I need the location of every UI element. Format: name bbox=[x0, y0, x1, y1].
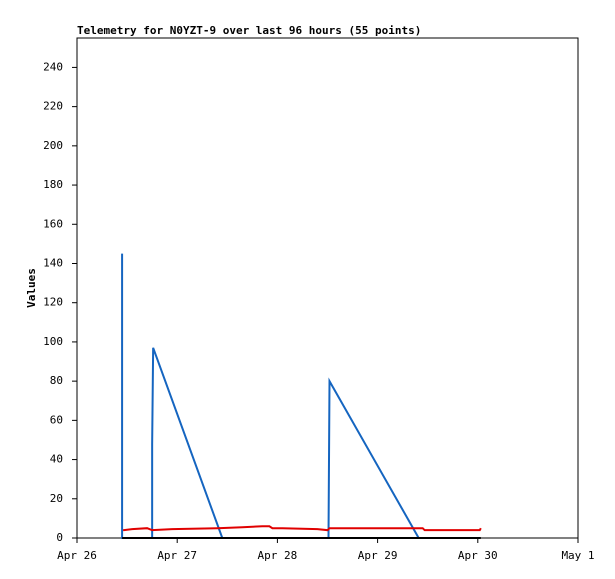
y-tick-label: 80 bbox=[50, 374, 63, 387]
x-tick-label: May 1 bbox=[561, 549, 594, 562]
y-axis-label: Values bbox=[25, 268, 38, 308]
x-tick-label: Apr 28 bbox=[258, 549, 298, 562]
y-tick-label: 160 bbox=[43, 217, 63, 230]
y-tick-label: 120 bbox=[43, 296, 63, 309]
y-tick-label: 20 bbox=[50, 492, 63, 505]
x-tick-label: Apr 26 bbox=[57, 549, 97, 562]
y-tick-label: 180 bbox=[43, 178, 63, 191]
y-tick-label: 40 bbox=[50, 453, 63, 466]
y-tick-label: 220 bbox=[43, 100, 63, 113]
x-tick-label: Apr 29 bbox=[358, 549, 398, 562]
x-tick-label: Apr 27 bbox=[157, 549, 197, 562]
y-tick-label: 0 bbox=[56, 531, 63, 544]
chart-title: Telemetry for N0YZT-9 over last 96 hours… bbox=[77, 24, 421, 37]
x-tick-label: Apr 30 bbox=[458, 549, 498, 562]
series-line bbox=[121, 253, 420, 539]
series-line bbox=[123, 525, 482, 532]
y-tick-label: 240 bbox=[43, 60, 63, 73]
y-tick-label: 60 bbox=[50, 413, 63, 426]
y-tick-label: 140 bbox=[43, 256, 63, 269]
y-tick-label: 100 bbox=[43, 335, 63, 348]
y-tick-label: 200 bbox=[43, 139, 63, 152]
